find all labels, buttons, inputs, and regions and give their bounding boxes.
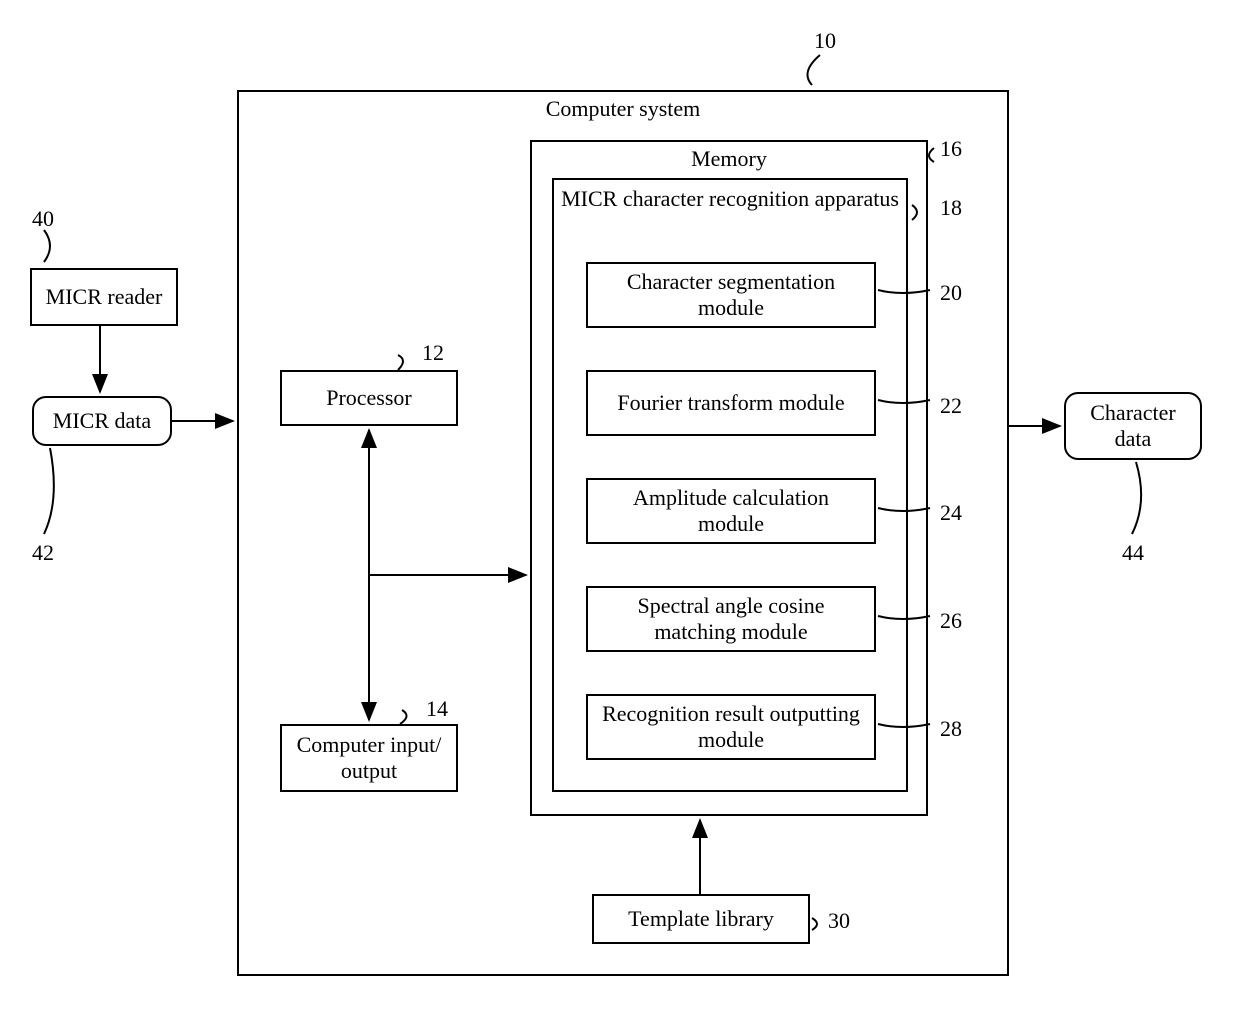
fourier-box: Fourier transform module <box>586 370 876 436</box>
character-data-label: Character data <box>1066 396 1200 457</box>
ref-16: 16 <box>940 136 962 162</box>
leader-44 <box>1132 462 1141 534</box>
processor-label: Processor <box>316 381 422 415</box>
micr-data-box: MICR data <box>32 396 172 446</box>
leader-42 <box>44 448 54 534</box>
ref-40: 40 <box>32 206 54 232</box>
micr-reader-box: MICR reader <box>30 268 178 326</box>
template-lib-box: Template library <box>592 894 810 944</box>
spectral-label: Spectral angle cosine matching module <box>588 589 874 650</box>
ref-22: 22 <box>940 393 962 419</box>
ref-12: 12 <box>422 340 444 366</box>
character-data-box: Character data <box>1064 392 1202 460</box>
ref-30: 30 <box>828 908 850 934</box>
ref-44: 44 <box>1122 540 1144 566</box>
amplitude-label: Amplitude calculation module <box>588 481 874 542</box>
micr-reader-label: MICR reader <box>36 280 173 314</box>
ref-42: 42 <box>32 540 54 566</box>
computer-system-label: Computer system <box>239 96 1007 122</box>
amplitude-box: Amplitude calculation module <box>586 478 876 544</box>
spectral-box: Spectral angle cosine matching module <box>586 586 876 652</box>
recognition-label: Recognition result outputting module <box>588 697 874 758</box>
ref-26: 26 <box>940 608 962 634</box>
ref-20: 20 <box>940 280 962 306</box>
micr-apparatus-label: MICR character recognition apparatus <box>554 186 906 212</box>
ref-24: 24 <box>940 500 962 526</box>
ref-28: 28 <box>940 716 962 742</box>
leader-10 <box>808 55 821 85</box>
template-lib-label: Template library <box>618 902 784 936</box>
memory-label: Memory <box>532 146 926 172</box>
processor-box: Processor <box>280 370 458 426</box>
ref-18: 18 <box>940 195 962 221</box>
computer-io-label: Computer input/ output <box>282 728 456 789</box>
recognition-box: Recognition result outputting module <box>586 694 876 760</box>
leader-40 <box>44 230 50 262</box>
fourier-label: Fourier transform module <box>607 386 854 420</box>
char-seg-label: Character segmentation module <box>588 265 874 326</box>
ref-10: 10 <box>814 28 836 54</box>
ref-14: 14 <box>426 696 448 722</box>
char-seg-box: Character segmentation module <box>586 262 876 328</box>
computer-io-box: Computer input/ output <box>280 724 458 792</box>
micr-data-label: MICR data <box>43 404 161 438</box>
